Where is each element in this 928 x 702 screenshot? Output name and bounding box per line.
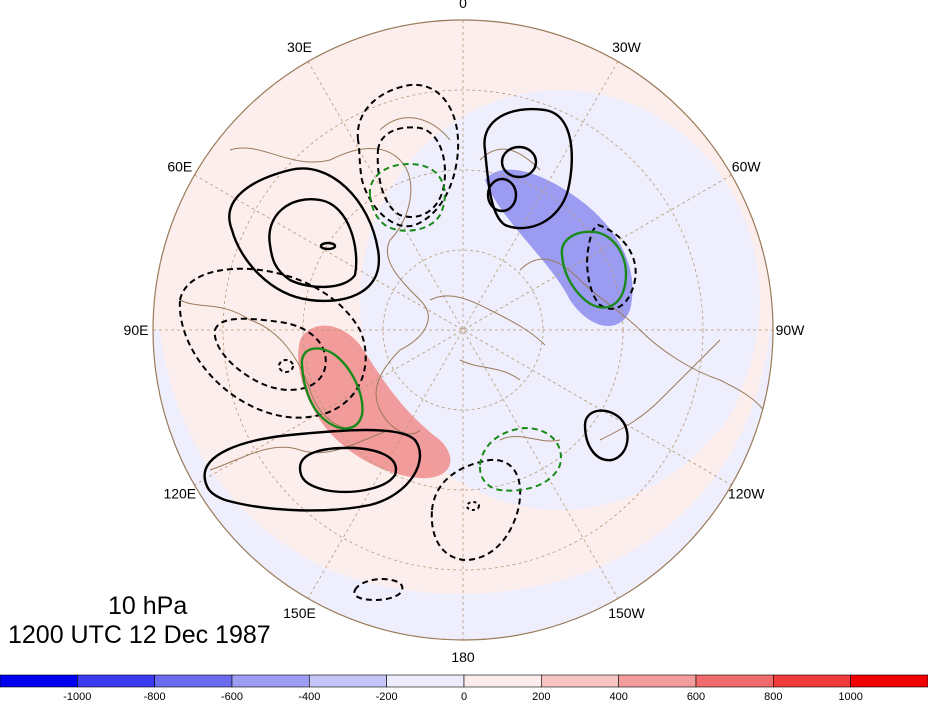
- positive-anomaly-core: [298, 325, 451, 479]
- contour-negative-south: [353, 578, 404, 602]
- contour-negative-scandinavia-1: [356, 83, 460, 228]
- lon-label-30w: 30W: [612, 39, 642, 55]
- contour-negative-greenland: [586, 223, 637, 310]
- colorbar-box: [309, 674, 387, 688]
- contour-positive-2: [268, 198, 358, 289]
- contour-green-siberia: [300, 347, 364, 430]
- contour-green-pacific: [478, 426, 562, 492]
- lon-label-90e: 90E: [124, 322, 149, 338]
- colorbar-labels: -1000 -800 -600 -400 -200 0 200 400 600 800 1000: [63, 691, 863, 702]
- colorbar-label: -1000: [63, 691, 91, 702]
- lon-label-150e: 150E: [283, 605, 316, 621]
- colorbar: -1000 -800 -600 -400 -200 0 200 400 600 800 1000: [0, 674, 928, 702]
- negative-region-south: [153, 330, 773, 640]
- lon-label-60e: 60E: [167, 159, 192, 175]
- contour-pacific-2: [298, 446, 398, 494]
- lon-label-60w: 60W: [732, 159, 762, 175]
- contour-america: [583, 409, 629, 462]
- colorbar-box: [695, 674, 774, 688]
- contour-negative-scandinavia-2: [376, 126, 446, 218]
- lon-label-0: 0: [459, 0, 467, 11]
- longitude-labels: 0 30W 60W 90W 120W 150W 180 150E 120E 90E 60E 30E: [124, 0, 806, 665]
- polar-map: 0 30W 60W 90W 120W 150W 180 150E 120E 90E 60E 30E: [124, 0, 806, 665]
- timestamp-label: 1200 UTC 12 Dec 1987: [8, 621, 271, 649]
- colorbar-label: 400: [609, 691, 627, 702]
- negative-anomaly-core: [485, 169, 633, 327]
- colorbar-box: [618, 674, 697, 688]
- colorbar-label: 600: [687, 691, 705, 702]
- contour-green-scandinavia: [368, 163, 446, 232]
- contour-atlantic-2: [500, 145, 538, 179]
- contour-atlantic-3: [486, 177, 518, 213]
- colorbar-box: [0, 674, 78, 688]
- contour-atlantic-1: [483, 107, 573, 230]
- colorbar-box: [463, 674, 542, 688]
- contour-negative-pacific: [430, 458, 522, 562]
- colorbar-label: 1000: [838, 691, 862, 702]
- colorbar-box: [773, 674, 851, 688]
- colorbar-label: 800: [764, 691, 782, 702]
- colorbar-box: [154, 674, 233, 688]
- colorbar-box: [850, 674, 928, 688]
- anomaly-shading: [153, 20, 773, 640]
- colorbar-box: [386, 674, 465, 688]
- colorbar-box: [77, 674, 155, 688]
- pressure-level-label: 10 hPa: [108, 592, 188, 620]
- contour-pacific-1: [203, 428, 422, 512]
- colorbar-label: 200: [532, 691, 550, 702]
- lon-label-30e: 30E: [287, 39, 312, 55]
- colorbar-box: [541, 674, 619, 688]
- contour-negative-siberia-2: [213, 317, 327, 391]
- map-boundary: [152, 19, 774, 641]
- colorbar-label: -400: [298, 691, 320, 702]
- lon-label-180: 180: [451, 649, 475, 665]
- coastlines: [179, 117, 771, 471]
- contour-green-greenland: [560, 230, 628, 309]
- colorbar-box: [231, 674, 310, 688]
- contour-negative-siberia-1: [178, 267, 367, 419]
- lon-label-150w: 150W: [608, 605, 645, 621]
- colorbar-label: 0: [461, 691, 467, 702]
- colorbar-label: -600: [221, 691, 243, 702]
- lon-label-120w: 120W: [728, 486, 765, 502]
- lon-label-120e: 120E: [163, 486, 196, 502]
- contour-positive-1: [228, 167, 381, 303]
- lon-label-90w: 90W: [776, 322, 806, 338]
- contour-negative-pacific-small: [466, 501, 480, 511]
- colorbar-boxes: [0, 674, 928, 688]
- geopotential-contours: [178, 83, 637, 602]
- contour-negative-siberia-3: [278, 359, 294, 373]
- contour-positive-3: [319, 241, 337, 251]
- colorbar-label: -200: [376, 691, 398, 702]
- colorbar-label: -800: [144, 691, 166, 702]
